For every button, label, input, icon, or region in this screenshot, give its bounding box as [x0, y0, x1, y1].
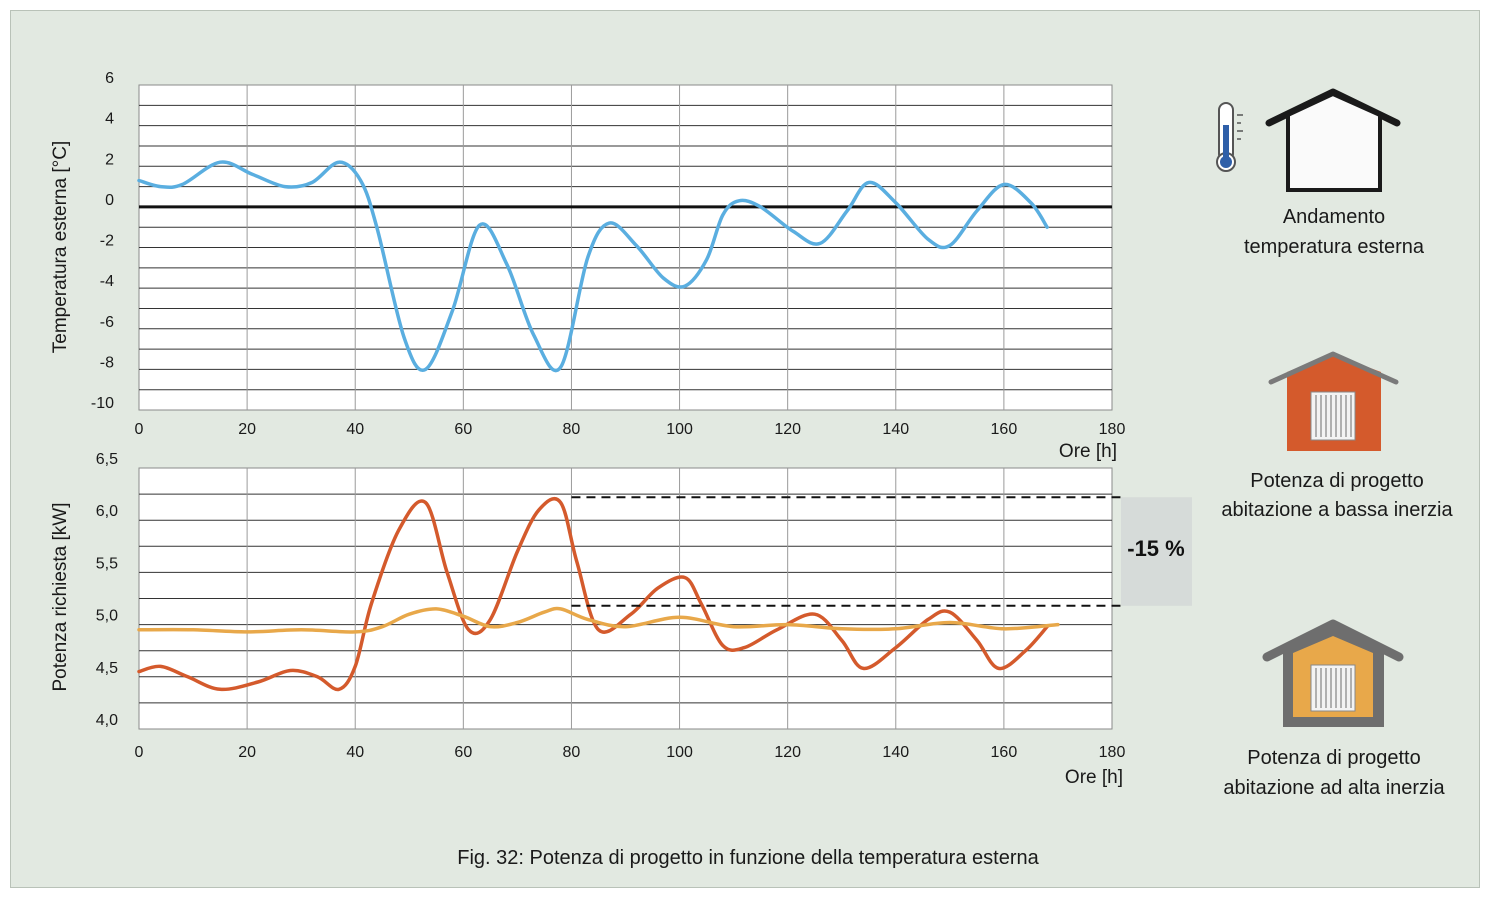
reduction-label: -15 %: [1127, 536, 1184, 561]
x-tick-label: 120: [774, 744, 801, 761]
y-axis-label: Temperatura esterna [°C]: [50, 141, 71, 353]
x-tick-label: 0: [135, 744, 144, 761]
power-chart: 6,5 6,0 5,5 5,0 4,5 4,0 0 20 40 60 80 100 120 140 160 1…: [50, 451, 1125, 788]
y-tick-label: 2: [105, 151, 114, 168]
y-tick-label: -2: [100, 233, 114, 250]
x-tick-label: 100: [666, 421, 693, 438]
y-tick-label: 6,0: [96, 503, 118, 520]
y-tick-label: -8: [100, 354, 114, 371]
y-tick-label: 4,0: [96, 712, 118, 729]
x-tick-label: 80: [563, 744, 581, 761]
series-line-1: [137, 497, 1049, 692]
series-line-1: [137, 160, 1049, 373]
y-tick-label: -10: [91, 395, 114, 412]
x-axis-label: Ore [h]: [1065, 767, 1123, 788]
x-tick-label: 20: [238, 421, 256, 438]
x-tick-label: 160: [991, 744, 1018, 761]
y-tick-label: 6,5: [96, 451, 118, 468]
y-tick-label: -6: [100, 314, 114, 331]
legend-low-inertia-line2: abitazione a bassa inerzia: [1221, 499, 1453, 521]
y-tick-label: 4,5: [96, 660, 118, 677]
y-tick-label: 0: [105, 192, 114, 209]
legend-temperature-line2: temperatura esterna: [1244, 236, 1425, 258]
thermometer-icon: [1216, 102, 1243, 172]
y-tick-label: 5,0: [96, 608, 118, 625]
legend-low-inertia-line1: Potenza di progetto: [1250, 470, 1423, 492]
x-axis-label: Ore [h]: [1059, 441, 1117, 462]
x-tick-label: 120: [774, 421, 801, 438]
yellow-house-radiator-icon: [1262, 619, 1404, 727]
figure-caption: Fig. 32: Potenza di progetto in funzione…: [457, 847, 1039, 869]
legend-high-inertia: Potenza di progetto abitazione ad alta i…: [1223, 619, 1446, 799]
x-tick-label: 180: [1099, 421, 1126, 438]
x-tick-label: 80: [563, 421, 581, 438]
x-tick-label: 60: [454, 421, 472, 438]
y-tick-label: 6: [105, 70, 114, 87]
x-tick-label: 180: [1099, 744, 1126, 761]
reduction-annotation: -15 %: [571, 496, 1192, 607]
x-tick-label: 140: [882, 421, 909, 438]
x-tick-label: 60: [454, 744, 472, 761]
series-line-2: [137, 606, 1060, 634]
x-tick-label: 140: [882, 744, 909, 761]
legend-temperature-line1: Andamento: [1283, 206, 1385, 228]
legend-temperature: Andamento temperatura esterna: [1216, 88, 1425, 258]
x-tick-label: 40: [346, 421, 364, 438]
x-tick-label: 100: [666, 744, 693, 761]
x-tick-label: 20: [238, 744, 256, 761]
y-tick-label: -4: [100, 273, 114, 290]
legend-low-inertia: Potenza di progetto abitazione a bassa i…: [1221, 351, 1454, 521]
legend-high-inertia-line1: Potenza di progetto: [1247, 747, 1420, 769]
legend-high-inertia-line2: abitazione ad alta inerzia: [1223, 777, 1445, 799]
y-axis-label: Potenza richiesta [kW]: [50, 502, 71, 691]
y-tick-label: 4: [105, 111, 114, 128]
reduction-box: [1121, 497, 1192, 606]
x-tick-label: 40: [346, 744, 364, 761]
x-tick-label: 0: [135, 421, 144, 438]
orange-house-radiator-icon: [1268, 351, 1399, 451]
x-tick-label: 160: [991, 421, 1018, 438]
outline-house-icon: [1265, 88, 1401, 192]
y-tick-label: 5,5: [96, 555, 118, 572]
